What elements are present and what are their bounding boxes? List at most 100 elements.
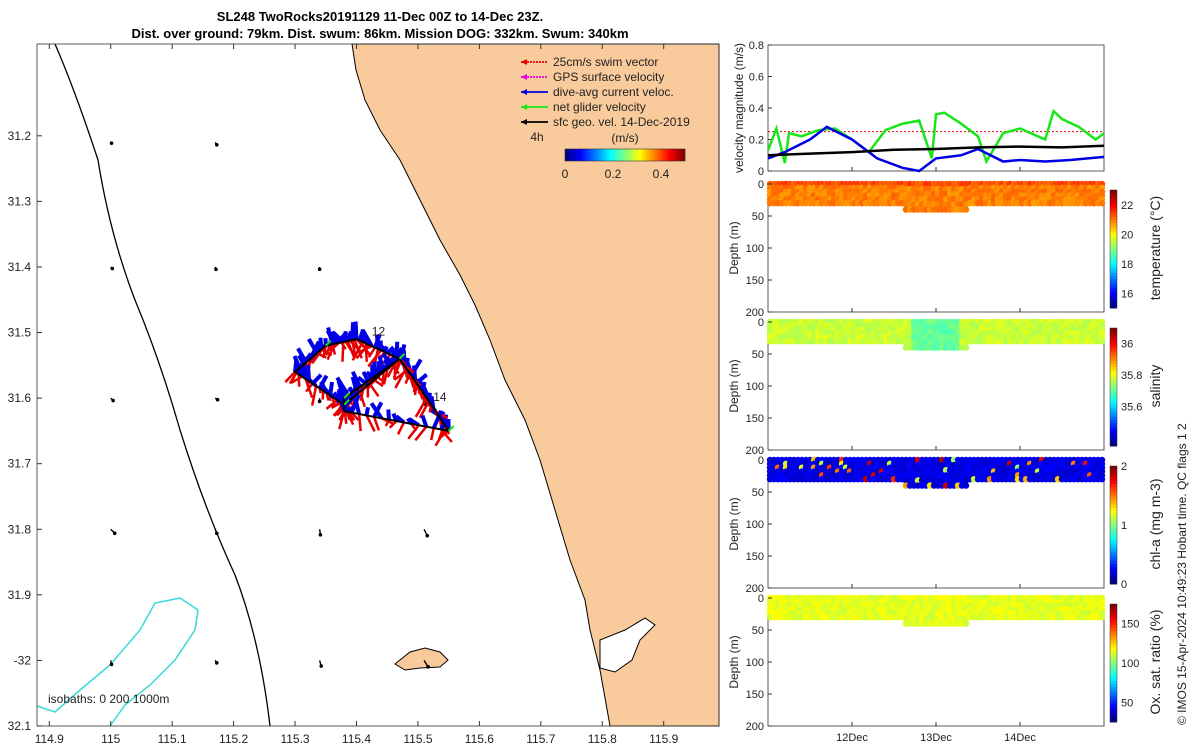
- dac-vector: [353, 399, 362, 415]
- colorbar-cell: [671, 149, 674, 161]
- section-colorbar-cell: [1110, 665, 1117, 670]
- colorbar-cell: [633, 149, 636, 161]
- section-colorbar-cell: [1110, 575, 1117, 579]
- section-data-point: [962, 344, 970, 351]
- section-colorbar-tick: 1: [1121, 520, 1127, 532]
- figure-title-line1: SL248 TwoRocks20191129 11-Dec 00Z to 14-…: [216, 9, 544, 24]
- section-colorbar-cell: [1110, 342, 1117, 347]
- colorbar-cell: [635, 149, 638, 161]
- map-xtick-label: 115: [101, 732, 120, 746]
- section-colorbar-cell: [1110, 719, 1117, 723]
- dac-vector: [364, 406, 370, 416]
- swim-vector: [364, 343, 368, 362]
- section-colorbar-cell: [1110, 269, 1117, 274]
- net-velocity-vector: [398, 353, 406, 360]
- section-colorbar-cell: [1110, 695, 1117, 699]
- section-colorbar-cell: [1110, 416, 1117, 420]
- colorbar-cell: [575, 149, 578, 161]
- colorbar-cell: [589, 149, 592, 161]
- velocity-ylabel: velocity magnitude (m/s): [732, 43, 746, 173]
- map-xtick-label: 115.1: [158, 732, 187, 746]
- section-colorbar-cell: [1110, 284, 1117, 288]
- map-xtick-label: 115.3: [280, 732, 309, 746]
- section-colorbar-cell: [1110, 683, 1117, 688]
- section-colorbar-cell: [1110, 474, 1117, 479]
- map-ytick-label: 31.9: [8, 588, 32, 602]
- velocity-series-net-glider-velocity: [766, 108, 1105, 165]
- map-ytick-label: 31.6: [8, 391, 32, 405]
- colorbar-cell: [565, 149, 568, 161]
- map-frame: [36, 43, 720, 727]
- colorbar-cell: [641, 149, 644, 161]
- section-colorbar-cell: [1110, 419, 1117, 423]
- section-ytick-label: 200: [746, 307, 764, 319]
- dac-vector: [431, 409, 444, 429]
- section-colorbar-cell: [1110, 330, 1117, 335]
- swim-vector: [396, 421, 406, 435]
- colorbar-cell: [639, 149, 642, 161]
- section-ytick-label: 0: [758, 455, 764, 467]
- section-colorbar-cell: [1110, 401, 1117, 406]
- legend-label: sfc geo. vel. 14-Dec-2019: [553, 115, 690, 129]
- section-colorbar-cell: [1110, 296, 1117, 300]
- geo-velocity-arrowhead: [214, 142, 219, 147]
- section-colorbar-cell: [1110, 636, 1117, 640]
- swim-vector: [297, 374, 301, 387]
- swim-vector: [349, 339, 364, 355]
- colorbar-cell: [647, 149, 650, 161]
- colorbar-cell: [669, 149, 672, 161]
- colorbar-cell: [661, 149, 664, 161]
- section-colorbar-cell: [1110, 293, 1117, 297]
- section-colorbar-cell: [1110, 392, 1117, 397]
- colorbar-cell: [611, 149, 614, 161]
- section-colorbar-cell: [1110, 566, 1117, 570]
- swim-vector: [388, 420, 398, 429]
- section-ytick-label: 50: [752, 349, 764, 361]
- colorbar-cell: [623, 149, 626, 161]
- section-colorbar-cell: [1110, 243, 1117, 247]
- section-colorbar-cell: [1110, 639, 1117, 643]
- section-colorbar-cell: [1110, 190, 1117, 194]
- section-colorbar-tick: 18: [1121, 259, 1133, 271]
- section-colorbar-cell: [1110, 563, 1117, 567]
- legend-label: GPS surface velocity: [553, 70, 664, 84]
- section-colorbar-cell: [1110, 389, 1117, 394]
- geo-velocity-arrowhead: [110, 266, 115, 271]
- section-ytick-label: 100: [746, 243, 764, 255]
- map-xtick-label: 115.7: [526, 732, 555, 746]
- section-colorbar-cell: [1110, 654, 1117, 658]
- section-colorbar-cell: [1110, 251, 1117, 256]
- section-data-point: [1098, 338, 1106, 345]
- swim-vector: [310, 385, 318, 406]
- section-colorbar-cell: [1110, 527, 1117, 532]
- colorbar-cell: [607, 149, 610, 161]
- section-colorbar-label: chl-a (mg m-3): [1147, 478, 1163, 569]
- map-xtick-label: 115.4: [342, 732, 371, 746]
- section-colorbar-cell: [1110, 707, 1117, 711]
- section-colorbar-cell: [1110, 395, 1117, 400]
- section-colorbar-cell: [1110, 578, 1117, 582]
- colorbar-cell: [677, 149, 680, 161]
- section-data-point: [1098, 200, 1106, 207]
- section-colorbar-cell: [1110, 428, 1117, 432]
- section-colorbar-cell: [1110, 378, 1117, 382]
- legend-arrowhead: [521, 89, 527, 95]
- swim-vector: [407, 424, 420, 440]
- colorbar-cell: [579, 149, 582, 161]
- section-colorbar-cell: [1110, 648, 1117, 652]
- section-ytick-label: 150: [746, 275, 764, 287]
- section-colorbar-cell: [1110, 477, 1117, 482]
- section-colorbar-cell: [1110, 305, 1117, 309]
- geo-velocity-arrowhead: [318, 533, 323, 537]
- swim-vector: [325, 399, 338, 410]
- legend-arrowhead: [521, 104, 527, 110]
- colorbar-unit: (m/s): [611, 131, 638, 145]
- legend-label: dive-avg current veloc.: [553, 85, 674, 99]
- swim-vector: [440, 428, 453, 443]
- colorbar-cell: [603, 149, 606, 161]
- colorbar-cell: [621, 149, 624, 161]
- colorbar-cell: [597, 149, 600, 161]
